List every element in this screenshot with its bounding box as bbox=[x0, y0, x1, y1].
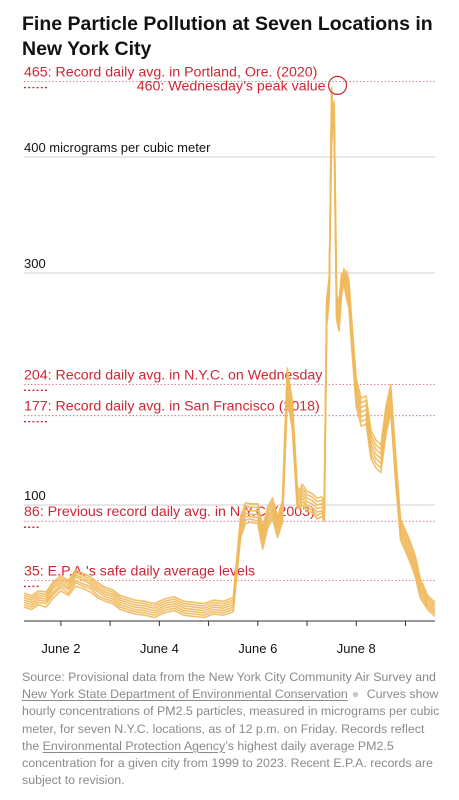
source-text-2: Curves show hourly concentrations of PM2… bbox=[22, 687, 440, 753]
series-line bbox=[23, 109, 436, 612]
x-tick-label: June 6 bbox=[238, 641, 277, 656]
x-tick-label: June 8 bbox=[337, 641, 376, 656]
reference-description: : Record daily avg. in San Francisco (20… bbox=[48, 399, 320, 415]
reference-value: 86 bbox=[24, 504, 40, 520]
reference-value: 465 bbox=[24, 65, 48, 81]
peak-value: 460 bbox=[137, 78, 161, 94]
reference-value: 204 bbox=[24, 367, 48, 383]
series-line bbox=[23, 98, 436, 614]
reference-label: 177: Record daily avg. in San Francisco … bbox=[24, 399, 320, 415]
epa-link[interactable]: Environmental Protection Agency bbox=[42, 738, 226, 753]
pollution-line-chart: 465: Record daily avg. in Portland, Ore.… bbox=[23, 65, 436, 656]
gridlines-layer: 100 300 400 micrograms per cubic meter bbox=[24, 140, 435, 506]
series-line bbox=[23, 100, 436, 605]
x-tick-label: June 4 bbox=[140, 641, 179, 656]
peak-annotation-label: 460: Wednesday’s peak value bbox=[137, 78, 326, 94]
y-tick-label: 400 micrograms per cubic meter bbox=[24, 140, 211, 155]
chart-title: Fine Particle Pollution at Seven Locatio… bbox=[22, 13, 433, 60]
peak-description: : Wednesday’s peak value bbox=[160, 78, 325, 94]
series-layer bbox=[23, 86, 436, 619]
source-text-1: Source: Provisional data from the New Yo… bbox=[22, 670, 436, 684]
peak-marker-circle bbox=[327, 75, 348, 95]
nys-dec-link[interactable]: New York State Department of Environment… bbox=[22, 687, 348, 702]
reference-label: 35: E.P.A.'s safe daily average levels bbox=[24, 563, 255, 579]
x-tick-label: June 2 bbox=[41, 641, 80, 656]
series-line bbox=[23, 109, 436, 610]
x-axis-layer: June 2 June 4 June 6 June 8 bbox=[24, 620, 435, 656]
reference-value: 177 bbox=[24, 399, 48, 415]
y-tick-label: 300 bbox=[24, 256, 46, 271]
source-note: Source: Provisional data from the New Yo… bbox=[22, 669, 442, 789]
reference-value: 35 bbox=[24, 563, 40, 579]
reference-label: 204: Record daily avg. in N.Y.C. on Wedn… bbox=[24, 367, 323, 383]
series-line bbox=[23, 86, 436, 619]
reference-description: : Record daily avg. in N.Y.C. on Wednesd… bbox=[48, 367, 324, 383]
reference-description: : Record daily avg. in Portland, Ore. (2… bbox=[48, 65, 318, 81]
series-line bbox=[23, 92, 436, 617]
reference-description: : E.P.A.'s safe daily average levels bbox=[40, 563, 255, 579]
y-tick-label: 100 bbox=[24, 488, 46, 503]
source-text-3: ’s highest daily average PM2.5 concentra… bbox=[22, 738, 433, 788]
annotation-layer: 460: Wednesday’s peak value bbox=[137, 75, 348, 95]
series-line bbox=[23, 105, 436, 607]
separator-dot: ● bbox=[351, 687, 360, 702]
reference-label: 465: Record daily avg. in Portland, Ore.… bbox=[24, 65, 317, 81]
